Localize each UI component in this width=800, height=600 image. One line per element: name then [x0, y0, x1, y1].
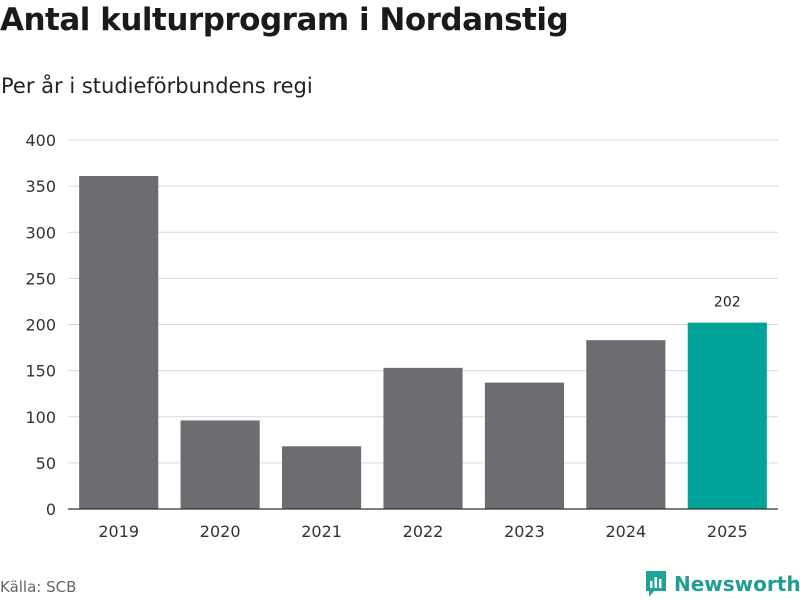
- y-tick-label: 400: [25, 131, 56, 150]
- brand-name: Newsworthy: [674, 572, 800, 596]
- source-note: Källa: SCB: [0, 578, 77, 596]
- y-tick-label: 250: [25, 269, 56, 288]
- data-label: 202: [714, 295, 741, 311]
- bar-2020: [180, 420, 260, 509]
- brand-logo: Newsworthy: [644, 568, 800, 600]
- x-tick-label: 2020: [200, 522, 241, 541]
- y-tick-label: 50: [36, 454, 56, 473]
- y-tick-label: 150: [25, 362, 56, 381]
- x-tick-label: 2021: [301, 522, 342, 541]
- y-tick-label: 350: [25, 177, 56, 196]
- x-tick-label: 2022: [403, 522, 444, 541]
- y-tick-label: 300: [25, 223, 56, 242]
- bar-2025: [687, 322, 767, 509]
- y-tick-label: 0: [46, 500, 56, 519]
- bar-2021: [282, 446, 362, 509]
- bar-2019: [79, 175, 159, 510]
- x-tick-label: 2024: [605, 522, 646, 541]
- y-tick-label: 200: [25, 316, 56, 335]
- x-tick-label: 2023: [504, 522, 545, 541]
- x-tick-label: 2019: [98, 522, 139, 541]
- y-tick-label: 100: [25, 408, 56, 427]
- newsworthy-logo-icon: [646, 571, 666, 597]
- chart-title: Antal kulturprogram i Nordanstig: [0, 2, 569, 38]
- bar-2024: [586, 340, 666, 509]
- x-tick-label: 2025: [707, 522, 748, 541]
- bar-2022: [383, 367, 463, 509]
- chart-subtitle: Per år i studieförbundens regi: [1, 74, 313, 98]
- bar-2023: [484, 382, 564, 509]
